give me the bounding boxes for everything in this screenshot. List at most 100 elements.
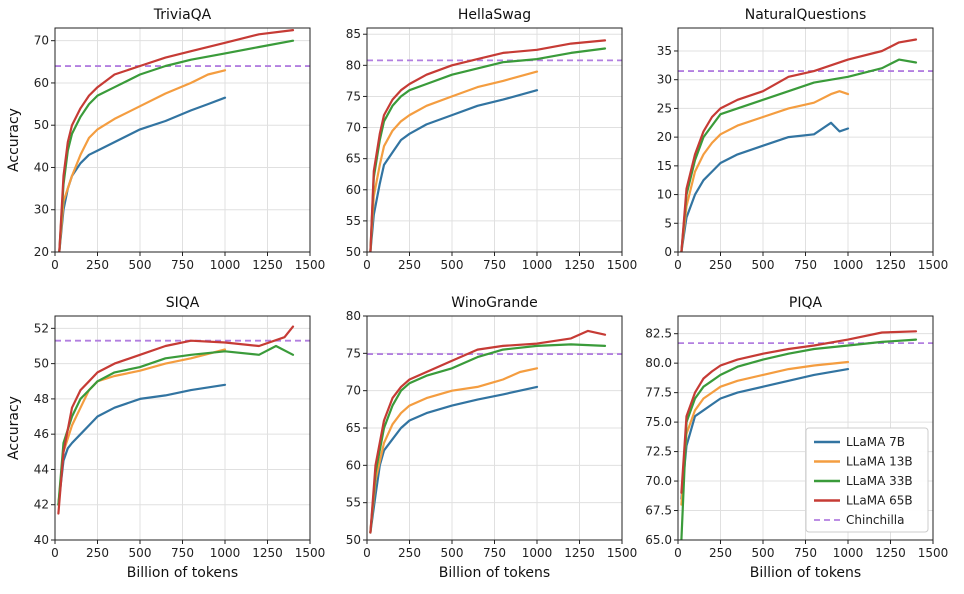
series-line-13b [369,367,539,534]
y-tick-label: 70 [34,34,49,48]
y-tick-label: 85 [346,27,361,41]
y-tick-label: 60 [34,76,49,90]
panel-piqa: 0 250 500 750 1000 1250 1500 65.0 67.5 70.0 72.5 75… [645,295,948,581]
y-tick-label: 60 [346,183,361,197]
y-tick-label: 55 [346,496,361,510]
y-tick-label: 50 [34,357,49,371]
y-tick-label: 67.5 [645,504,672,518]
y-tick-label: 50 [346,245,361,259]
series-line-13b [369,70,539,252]
x-tick-label: 250 [709,546,732,560]
x-tick-label: 0 [51,546,59,560]
panel-triviaqa: 0 250 500 750 1000 1250 1500 20 30 40 50 60 70 Trivia… [6,7,325,272]
x-tick-label: 1000 [522,258,553,272]
y-tick-label: 70 [346,384,361,398]
y-tick-label: 65 [346,421,361,435]
y-tick-label: 40 [34,160,49,174]
x-tick-label: 1500 [918,258,949,272]
legend: LLaMA 7B LLaMA 13B LLaMA 33B LLaMA 65B Chinc… [805,427,929,533]
series-line-33b [369,47,607,252]
x-tick-label: 1000 [522,546,553,560]
legend-label: LLaMA 13B [846,455,913,469]
x-tick-label: 750 [171,546,194,560]
x-tick-label: 1250 [875,258,906,272]
x-tick-label: 1000 [833,258,864,272]
y-axis-label: Accuracy [6,396,22,460]
series-line-65b [680,38,918,252]
x-tick-label: 1000 [833,546,864,560]
x-tick-label: 0 [363,258,371,272]
series-line-65b [369,329,607,534]
series-line-33b [369,343,607,534]
x-axis-label: Billion of tokens [439,565,550,581]
series-group [680,38,918,252]
y-tick-label: 60 [346,458,361,472]
series-line-7b [680,121,850,252]
legend-label: Chinchilla [846,513,904,527]
x-tick-label: 0 [674,258,682,272]
y-tick-label: 20 [34,245,49,259]
legend-label: LLaMA 7B [846,435,905,449]
y-tick-label: 80 [346,309,361,323]
x-tick-label: 0 [51,258,59,272]
y-tick-label: 75 [346,346,361,360]
y-tick-label: 72.5 [645,445,672,459]
series-line-13b [680,90,850,252]
panel-title: NaturalQuestions [745,7,867,23]
x-tick-label: 250 [86,546,109,560]
y-tick-label: 70 [346,121,361,135]
series-line-65b [680,330,918,494]
y-tick-label: 15 [657,159,672,173]
y-tick-label: 25 [657,101,672,115]
series-line-33b [58,39,295,252]
legend-label: LLaMA 33B [846,474,913,488]
x-tick-label: 250 [398,546,421,560]
y-tick-label: 30 [34,203,49,217]
y-tick-label: 80 [346,58,361,72]
y-tick-label: 50 [346,533,361,547]
y-tick-label: 46 [34,427,49,441]
series-line-65b [57,325,295,515]
x-tick-label: 500 [752,258,775,272]
y-tick-label: 50 [34,118,49,132]
panel-title: PIQA [789,295,823,311]
panel-siqa: 0 250 500 750 1000 1250 1500 40 42 44 46 48 50 52 SIQA… [6,295,325,581]
x-tick-label: 250 [86,258,109,272]
y-tick-label: 35 [657,44,672,58]
x-axis-label: Billion of tokens [750,565,861,581]
legend-label: LLaMA 65B [846,494,913,508]
x-tick-label: 500 [441,546,464,560]
x-tick-label: 500 [441,258,464,272]
x-tick-label: 1000 [210,546,241,560]
x-tick-label: 1500 [918,546,949,560]
series-group [57,325,295,515]
y-tick-label: 70.0 [645,474,672,488]
y-tick-label: 44 [34,462,49,476]
panel-title: SIQA [166,295,200,311]
x-tick-label: 1000 [210,258,241,272]
series-group [58,29,295,252]
series-group [369,329,607,534]
x-tick-label: 0 [674,546,682,560]
x-tick-label: 750 [794,258,817,272]
y-tick-label: 0 [664,245,672,259]
x-tick-label: 250 [398,258,421,272]
x-tick-label: 750 [483,546,506,560]
panel-title: WinoGrande [451,295,537,311]
x-tick-label: 750 [483,258,506,272]
panel-title: HellaSwag [458,7,531,23]
y-tick-label: 20 [657,130,672,144]
series-line-65b [369,39,607,252]
series-group [680,330,918,540]
y-axis-label: Accuracy [6,108,22,172]
x-tick-label: 500 [129,546,152,560]
x-tick-label: 750 [794,546,817,560]
x-tick-label: 750 [171,258,194,272]
x-tick-label: 500 [752,546,775,560]
x-tick-label: 1250 [875,546,906,560]
x-tick-label: 1250 [564,258,595,272]
panel-title: TriviaQA [153,7,212,23]
y-tick-label: 10 [657,188,672,202]
x-tick-label: 1250 [252,258,283,272]
